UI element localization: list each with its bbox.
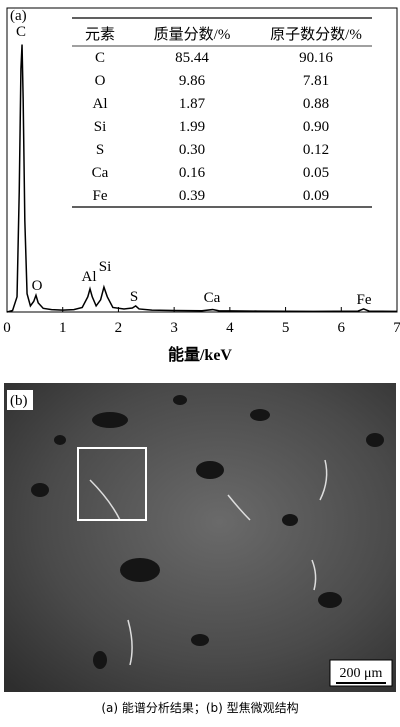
table-cell: Si xyxy=(94,119,107,135)
table-header: 元素 xyxy=(85,26,115,43)
caption: (a) 能谱分析结果；(b) 型焦微观结构 xyxy=(101,700,298,715)
table-cell: 0.09 xyxy=(303,188,329,204)
peak-label: C xyxy=(16,24,26,40)
table-cell: 85.44 xyxy=(175,50,209,66)
table-cell: 1.87 xyxy=(179,96,206,112)
table-cell: 0.30 xyxy=(179,142,205,158)
x-tick-label: 4 xyxy=(226,320,234,336)
x-axis-label: 能量/keV xyxy=(168,345,232,364)
table-cell: S xyxy=(96,142,104,158)
table-cell: 0.05 xyxy=(303,165,329,181)
panel-label: (b) xyxy=(10,393,28,409)
table-header: 原子数分数/% xyxy=(270,26,362,43)
table-cell: O xyxy=(95,73,106,89)
table-cell: 1.99 xyxy=(179,119,205,135)
peak-label: Fe xyxy=(357,292,372,308)
sem-highlights xyxy=(89,459,328,666)
scale-bar-label: 200 μm xyxy=(340,666,383,681)
panel-label: (a) xyxy=(10,8,27,24)
x-tick-label: 7 xyxy=(393,320,400,336)
table-cell: 9.86 xyxy=(179,73,206,89)
table-cell: 0.12 xyxy=(303,142,329,158)
peak-label: Ca xyxy=(204,290,221,306)
peak-label: O xyxy=(32,278,43,294)
peak-label: Al xyxy=(82,269,97,285)
plot-frame xyxy=(6,7,398,313)
table-cell: Ca xyxy=(92,165,109,181)
table-cell: Fe xyxy=(93,188,108,204)
table-cell: 0.88 xyxy=(303,96,329,112)
x-tick-label: 0 xyxy=(3,320,11,336)
table-cell: 90.16 xyxy=(299,50,333,66)
spectrum-line xyxy=(6,44,398,313)
element-table: 元素 质量分数/% 原子数分数/% C 85.44 90.16 O 9.86 7.81 Al 1.8… xyxy=(72,17,372,208)
table-cell: 7.81 xyxy=(303,73,329,89)
scale-bar-box xyxy=(329,659,393,687)
table-cell: 0.90 xyxy=(303,119,329,135)
x-tick-label: 2 xyxy=(115,320,123,336)
x-tick-label: 1 xyxy=(59,320,67,336)
label-bg xyxy=(7,390,33,410)
peak-label: Si xyxy=(99,259,112,275)
x-tick-label: 3 xyxy=(170,320,178,336)
table-cell: 0.16 xyxy=(179,165,206,181)
peak-label: S xyxy=(130,289,138,305)
table-cell: Al xyxy=(93,96,108,112)
x-tick-label: 6 xyxy=(338,320,346,336)
x-tick-label: 5 xyxy=(282,320,290,336)
sem-texture xyxy=(31,395,384,669)
table-cell: 0.39 xyxy=(179,188,205,204)
table-cell: C xyxy=(95,50,105,66)
highlight-box xyxy=(77,447,147,521)
table-header: 质量分数/% xyxy=(154,26,231,43)
